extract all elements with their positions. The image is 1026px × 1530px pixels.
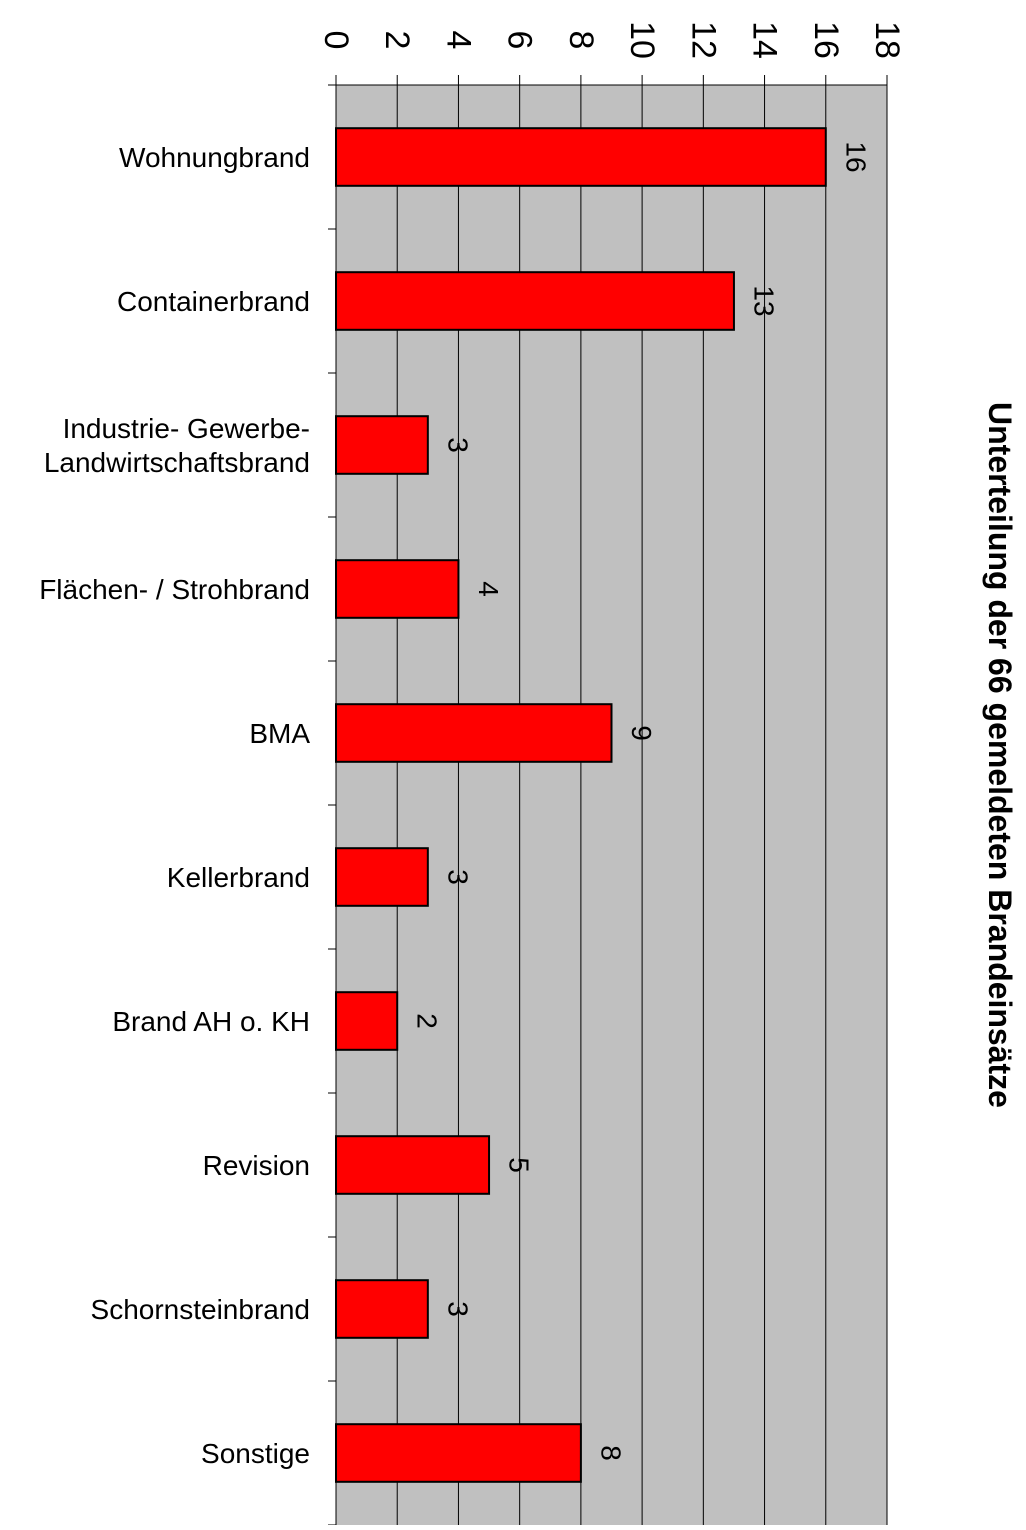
value-tick-label: 14 bbox=[746, 21, 784, 59]
data-label: 3 bbox=[442, 1301, 473, 1317]
category-label: Revision bbox=[203, 1150, 310, 1181]
category-label: Flächen- / Strohbrand bbox=[39, 574, 310, 605]
category-label: Brand AH o. KH bbox=[112, 1006, 310, 1037]
value-tick-label: 0 bbox=[317, 31, 355, 50]
bar bbox=[335, 1423, 582, 1483]
data-label: 3 bbox=[442, 869, 473, 885]
data-label: 9 bbox=[626, 725, 657, 741]
category-label: Sonstige bbox=[201, 1438, 310, 1469]
data-label: 5 bbox=[504, 1157, 535, 1173]
bar bbox=[335, 415, 429, 475]
category-label: Containerbrand bbox=[117, 286, 310, 317]
bar bbox=[335, 847, 429, 907]
bar bbox=[335, 703, 613, 763]
data-label: 3 bbox=[442, 437, 473, 453]
category-label: BMA bbox=[249, 718, 310, 749]
category-label: Kellerbrand bbox=[167, 862, 310, 893]
bar bbox=[335, 559, 460, 619]
bar bbox=[335, 1279, 429, 1339]
value-tick-label: 2 bbox=[378, 31, 416, 50]
category-labels: Wohnungbrand Containerbrand Industrie- Gew… bbox=[39, 142, 310, 1469]
bar bbox=[335, 991, 399, 1051]
bar bbox=[335, 127, 827, 187]
category-label: Wohnungbrand bbox=[119, 142, 310, 173]
value-tick-label: 18 bbox=[868, 21, 906, 59]
bars bbox=[335, 127, 827, 1483]
category-label: Industrie- Gewerbe-Landwirtschaftsbrand bbox=[44, 413, 310, 478]
value-tick-label: 10 bbox=[623, 21, 661, 59]
chart-title: Unterteilung der 66 gemeldeten Brandeins… bbox=[982, 402, 1018, 1108]
value-tick-label: 6 bbox=[501, 31, 539, 50]
value-tick-label: 12 bbox=[684, 21, 722, 59]
data-labels: 16 13 3 4 9 3 2 5 3 8 bbox=[412, 141, 872, 1460]
category-label: Schornsteinbrand bbox=[91, 1294, 310, 1325]
value-axis-ticks: 0 2 4 6 8 10 12 14 16 18 bbox=[317, 21, 906, 85]
value-tick-label: 8 bbox=[562, 31, 600, 50]
data-label: 13 bbox=[748, 285, 779, 316]
bar bbox=[335, 1135, 491, 1195]
bar bbox=[335, 271, 735, 331]
data-label: 8 bbox=[595, 1445, 626, 1461]
data-label: 4 bbox=[473, 581, 504, 597]
data-label: 2 bbox=[412, 1013, 443, 1029]
value-tick-label: 16 bbox=[807, 21, 845, 59]
data-label: 16 bbox=[840, 141, 871, 172]
value-tick-label: 4 bbox=[439, 31, 477, 50]
